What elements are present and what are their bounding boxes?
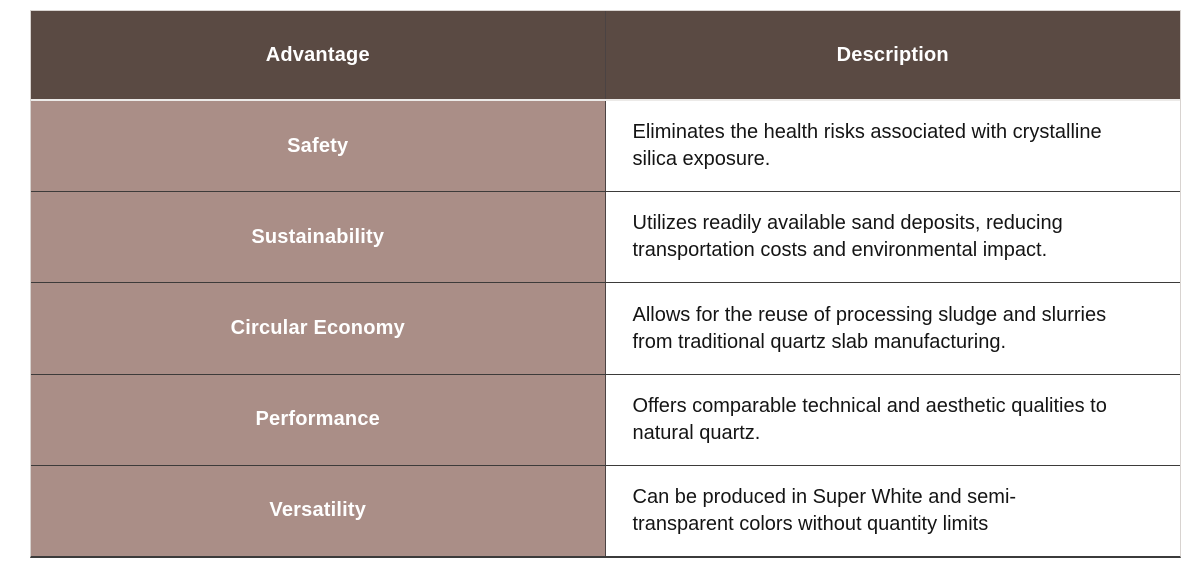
header-cell-advantage: Advantage (31, 11, 606, 99)
table-row: Performance Offers comparable technical … (31, 373, 1180, 465)
table-row: Versatility Can be produced in Super Whi… (31, 464, 1180, 557)
advantage-cell: Performance (31, 374, 606, 465)
description-text: Utilizes readily available sand deposits… (632, 212, 1063, 262)
advantage-label: Performance (255, 408, 380, 431)
advantage-cell: Sustainability (31, 192, 606, 283)
advantage-cell: Safety (31, 101, 606, 192)
description-text: Offers comparable technical and aestheti… (632, 394, 1107, 444)
header-label-description: Description (836, 43, 949, 66)
table-row: Circular Economy Allows for the reuse of… (31, 282, 1180, 374)
table-row: Safety Eliminates the health risks assoc… (31, 101, 1180, 192)
advantage-label: Versatility (269, 499, 367, 522)
advantages-table: Advantage Description Safety Eliminates … (30, 10, 1181, 558)
table-row: Sustainability Utilizes readily availabl… (31, 191, 1180, 283)
advantage-label: Circular Economy (230, 317, 405, 339)
advantage-cell: Circular Economy (31, 283, 606, 374)
advantage-label: Sustainability (251, 225, 385, 248)
description-cell: Utilizes readily available sand deposits… (605, 192, 1180, 283)
header-cell-description: Description (606, 11, 1181, 99)
description-cell: Allows for the reuse of processing sludg… (605, 283, 1180, 374)
advantage-cell: Versatility (31, 465, 606, 557)
description-text: Eliminates the health risks associated w… (632, 121, 1102, 171)
advantage-label: Safety (287, 134, 349, 157)
table-header-row: Advantage Description (31, 11, 1180, 101)
description-text: Can be produced in Super White and semi-… (632, 485, 1017, 535)
description-cell: Can be produced in Super White and semi-… (605, 465, 1180, 557)
header-label-advantage: Advantage (265, 43, 370, 66)
description-cell: Offers comparable technical and aestheti… (605, 374, 1180, 465)
description-text: Allows for the reuse of processing sludg… (632, 303, 1107, 353)
description-cell: Eliminates the health risks associated w… (605, 101, 1180, 192)
